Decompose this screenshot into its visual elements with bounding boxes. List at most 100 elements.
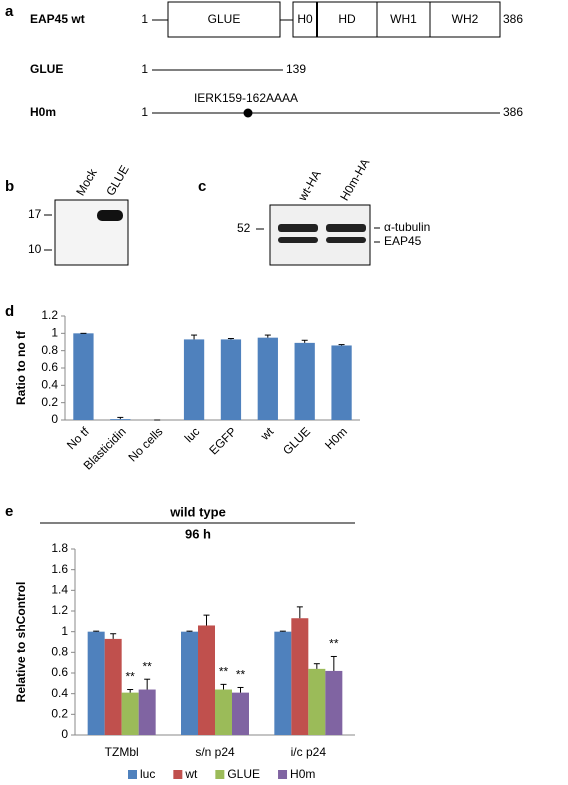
x-tick-label: i/c p24 [291, 745, 327, 759]
construct-name: H0m [30, 105, 56, 119]
domain-box [292, 1, 318, 38]
y-tick-label: 1.2 [51, 603, 68, 617]
y-tick-label: 0.6 [51, 665, 68, 679]
bar [232, 692, 249, 735]
end-residue: 386 [503, 105, 523, 119]
bar [257, 337, 278, 420]
y-tick-label: 1.6 [51, 562, 68, 576]
bar [121, 692, 139, 735]
x-tick-label: No tf [64, 424, 92, 452]
bar [291, 618, 309, 735]
y-tick-label: 1 [61, 624, 68, 638]
y-tick-label: 0.2 [41, 395, 58, 409]
bar [198, 625, 215, 735]
panel-label: b [5, 178, 14, 195]
y-tick-label: 0.6 [41, 360, 58, 374]
blot-band [97, 210, 123, 221]
blot [54, 199, 129, 266]
y-tick-label: 1.2 [41, 308, 58, 322]
end-residue: 386 [503, 12, 523, 26]
y-tick-label: 0.2 [51, 707, 68, 721]
y-tick-label: 1 [51, 326, 58, 340]
panel-label: a [5, 3, 14, 20]
mutation-dot [243, 108, 253, 118]
bar [294, 342, 315, 420]
bar [87, 631, 105, 735]
marker-label: 10 [28, 242, 42, 256]
bar [220, 339, 242, 420]
lane-label: Mock [73, 165, 100, 198]
legend-swatch [215, 770, 225, 779]
band-label: α-tubulin [384, 220, 430, 234]
x-tick-label: H0m [322, 424, 350, 452]
x-tick-label: s/n p24 [195, 745, 235, 759]
marker-label: 17 [28, 207, 42, 221]
start-residue: 1 [141, 62, 148, 76]
legend-swatch [128, 770, 137, 779]
y-tick-label: 1.8 [51, 541, 68, 555]
blot-band [326, 224, 366, 232]
start-residue: 1 [141, 105, 148, 119]
domain-box [429, 1, 501, 38]
x-tick-label: EGFP [206, 424, 239, 457]
y-tick-label: 1.4 [51, 583, 68, 597]
legend-label: luc [140, 767, 155, 781]
bar [138, 689, 156, 735]
domain-label: WH2 [452, 12, 479, 26]
lane-label: GLUE [103, 163, 131, 198]
significance-label: ** [125, 670, 135, 684]
panel-label: e [5, 503, 13, 520]
y-axis-label: Relative to shControl [14, 582, 28, 703]
x-tick-label: GLUE [280, 424, 313, 457]
bar [73, 333, 94, 420]
legend-label: GLUE [227, 767, 260, 781]
lane-label: H0m-HA [337, 156, 372, 203]
marker-label: 52 [237, 221, 251, 235]
y-tick-label: 0 [51, 412, 58, 426]
bar [308, 668, 326, 735]
lane-label: wt-HA [295, 168, 324, 204]
significance-label: ** [219, 665, 229, 679]
y-tick-label: 0.8 [51, 645, 68, 659]
legend-label: wt [184, 767, 198, 781]
domain-box [316, 1, 378, 38]
chart-subtitle: 96 h [185, 526, 211, 541]
y-tick-label: 0 [61, 727, 68, 741]
bar [215, 689, 232, 735]
domain-label: H0 [297, 12, 313, 26]
x-tick-label: luc [182, 424, 203, 445]
x-tick-label: No cells [125, 424, 165, 464]
end-residue: 139 [286, 62, 306, 76]
legend-label: H0m [290, 767, 315, 781]
blot [269, 204, 371, 266]
construct-name: EAP45 wt [30, 12, 85, 26]
construct-name: GLUE [30, 62, 63, 76]
panel-label: c [198, 178, 206, 195]
domain-label: GLUE [208, 12, 241, 26]
significance-label: ** [329, 637, 339, 651]
significance-label: ** [142, 659, 152, 673]
domain-label: HD [338, 12, 356, 26]
domain-box [167, 1, 281, 38]
bar [331, 345, 352, 420]
chart-title: wild type [169, 504, 226, 519]
y-tick-label: 0.4 [51, 686, 68, 700]
blot-band [278, 224, 318, 232]
y-tick-label: 0.8 [41, 343, 58, 357]
start-residue: 1 [141, 12, 148, 26]
blot-band [326, 237, 366, 243]
bar [274, 631, 292, 735]
legend-swatch [173, 770, 183, 779]
legend-swatch [278, 770, 288, 779]
bar [110, 419, 131, 420]
bar [183, 339, 205, 420]
panel-label: d [5, 303, 14, 320]
x-tick-label: TZMbl [105, 745, 139, 759]
bar [181, 631, 198, 735]
band-label: EAP45 [384, 234, 422, 248]
bar [325, 670, 343, 735]
mutation-label: IERK159-162AAAA [194, 91, 298, 105]
domain-label: WH1 [390, 12, 417, 26]
y-tick-label: 0.4 [41, 378, 58, 392]
y-axis-label: Ratio to no tf [14, 330, 28, 405]
